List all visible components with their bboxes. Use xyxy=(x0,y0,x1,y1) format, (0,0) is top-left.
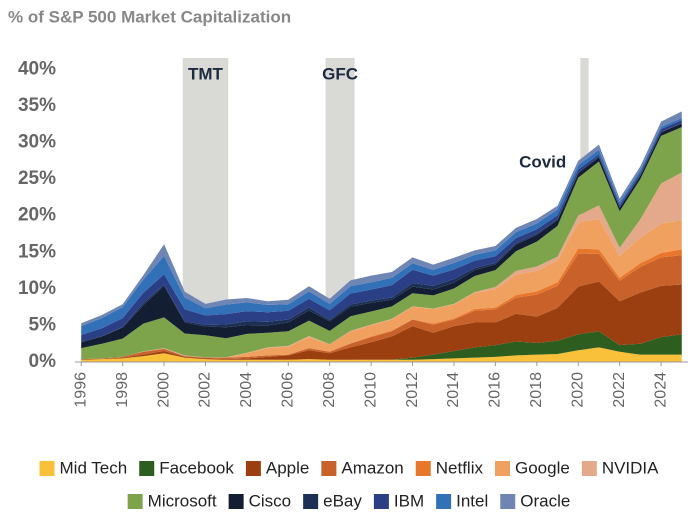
legend-swatch xyxy=(228,494,244,509)
x-tick-label: 2018 xyxy=(528,372,545,408)
y-tick-label: 25% xyxy=(18,168,56,189)
y-tick-label: 35% xyxy=(18,95,56,116)
y-tick-label: 0% xyxy=(29,351,57,372)
legend-item: Mid Tech xyxy=(39,458,128,477)
x-tick-label: 2022 xyxy=(611,372,628,408)
x-tick-label: 2008 xyxy=(321,372,338,408)
y-tick-label: 30% xyxy=(18,132,56,153)
legend-label: Amazon xyxy=(341,458,403,477)
area xyxy=(81,123,682,349)
legend-swatch xyxy=(127,494,143,509)
legend-swatch xyxy=(139,461,155,476)
legend-swatch xyxy=(373,494,389,509)
area xyxy=(81,253,682,360)
y-tick-label: 10% xyxy=(18,278,56,299)
x-tick-label: 2014 xyxy=(445,372,462,408)
legend-item: Apple xyxy=(245,458,309,477)
legend-swatch xyxy=(436,494,452,509)
legend-swatch xyxy=(581,461,597,476)
legend-label: Microsoft xyxy=(148,491,217,510)
legend-item: Intel xyxy=(436,491,488,510)
legend-label: Cisco xyxy=(249,491,292,510)
legend-label: IBM xyxy=(394,491,424,510)
legend-item: Amazon xyxy=(321,458,404,477)
legend-label: Mid Tech xyxy=(60,458,128,477)
chart-title: % of S&P 500 Market Capitalization xyxy=(8,7,291,26)
x-tick-label: 2010 xyxy=(362,372,379,408)
y-tick-label: 40% xyxy=(18,58,56,79)
legend-label: NVIDIA xyxy=(602,458,659,477)
area xyxy=(81,172,682,360)
annotation-label: TMT xyxy=(188,64,224,83)
y-tick-label: 15% xyxy=(18,241,56,262)
legend-swatch xyxy=(303,494,319,509)
legend-swatch xyxy=(500,494,516,509)
legend-row: Mid Tech Facebook Apple Amazon Netflix Google… xyxy=(39,458,659,477)
area xyxy=(81,331,682,360)
legend-label: Intel xyxy=(456,491,488,510)
legend-item: Google xyxy=(494,458,570,477)
area xyxy=(81,218,682,360)
x-tick-label: 2020 xyxy=(569,372,586,408)
x-tick-label: 2002 xyxy=(197,372,214,408)
annotation-label: GFC xyxy=(322,64,358,83)
area xyxy=(81,347,682,362)
legend-label: eBay xyxy=(323,491,362,510)
legend-row: Microsoft Cisco eBay IBM Intel Oracle xyxy=(127,491,570,510)
x-tick-label: 1996 xyxy=(72,372,89,408)
area xyxy=(81,281,682,360)
x-tick-label: 2004 xyxy=(238,372,255,408)
legend-swatch xyxy=(39,461,55,476)
legend-label: Netflix xyxy=(436,458,484,477)
legend-label: Oracle xyxy=(520,491,570,510)
legend-item: Facebook xyxy=(139,458,234,477)
legend-item: Netflix xyxy=(415,458,484,477)
legend-label: Google xyxy=(515,458,570,477)
legend-label: Apple xyxy=(266,458,309,477)
x-tick-label: 2016 xyxy=(487,372,504,408)
x-tick-label: 2000 xyxy=(155,372,172,408)
legend-item: Microsoft xyxy=(127,491,217,510)
legend-item: NVIDIA xyxy=(581,458,659,477)
legend-label: Facebook xyxy=(159,458,234,477)
y-tick-label: 20% xyxy=(18,205,56,226)
legend-item: Cisco xyxy=(228,491,292,510)
area xyxy=(81,127,682,360)
x-tick-label: 2006 xyxy=(280,372,297,408)
legend-swatch xyxy=(245,461,261,476)
x-tick-label: 2024 xyxy=(652,372,669,408)
x-tick-label: 1998 xyxy=(114,372,131,408)
legend-item: IBM xyxy=(373,491,424,510)
annotation-label: Covid xyxy=(519,152,566,171)
legend-swatch xyxy=(494,461,510,476)
x-tick-label: 2012 xyxy=(404,372,421,408)
area xyxy=(81,120,682,343)
y-tick-label: 5% xyxy=(29,314,57,335)
legend-item: eBay xyxy=(303,491,362,510)
legend-swatch xyxy=(415,461,431,476)
legend-swatch xyxy=(321,461,337,476)
legend-item: Oracle xyxy=(500,491,570,510)
